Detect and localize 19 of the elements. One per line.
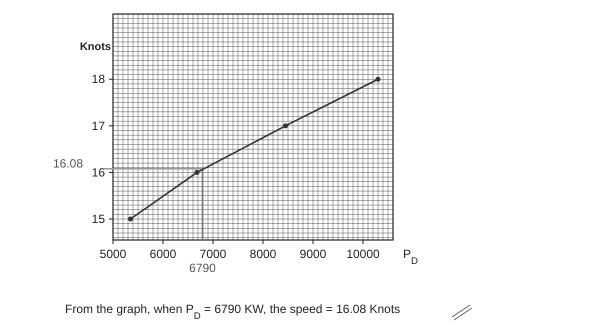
x-axis-title: P$_{D}$ (403, 247, 418, 266)
y-tick-label: 18 (92, 72, 106, 86)
point (194, 170, 200, 175)
y-tick-label: 17 (92, 118, 106, 133)
y-axis-title: Knots (80, 41, 111, 53)
x-tick-label: 6000 (150, 247, 177, 261)
text: From the graph, when P$_{D}$ = 6790 KW, the speed = 16.08 Knots (65, 302, 400, 322)
y-tick-label: 16 (92, 165, 106, 180)
x-tick-label: 5000 (100, 247, 127, 261)
point (128, 216, 133, 222)
ref-line-label: 16.08 (52, 156, 84, 171)
ref-line-label: 6790 (189, 261, 216, 275)
point (376, 76, 380, 82)
x-tick-label: 9000 (300, 247, 327, 261)
point (283, 123, 288, 128)
x-tick-label: 7000 (200, 247, 227, 261)
x-tick-label: 10000 (346, 247, 380, 261)
y-tick-label: 15 (92, 212, 106, 226)
x-tick-label: 8000 (250, 247, 277, 261)
